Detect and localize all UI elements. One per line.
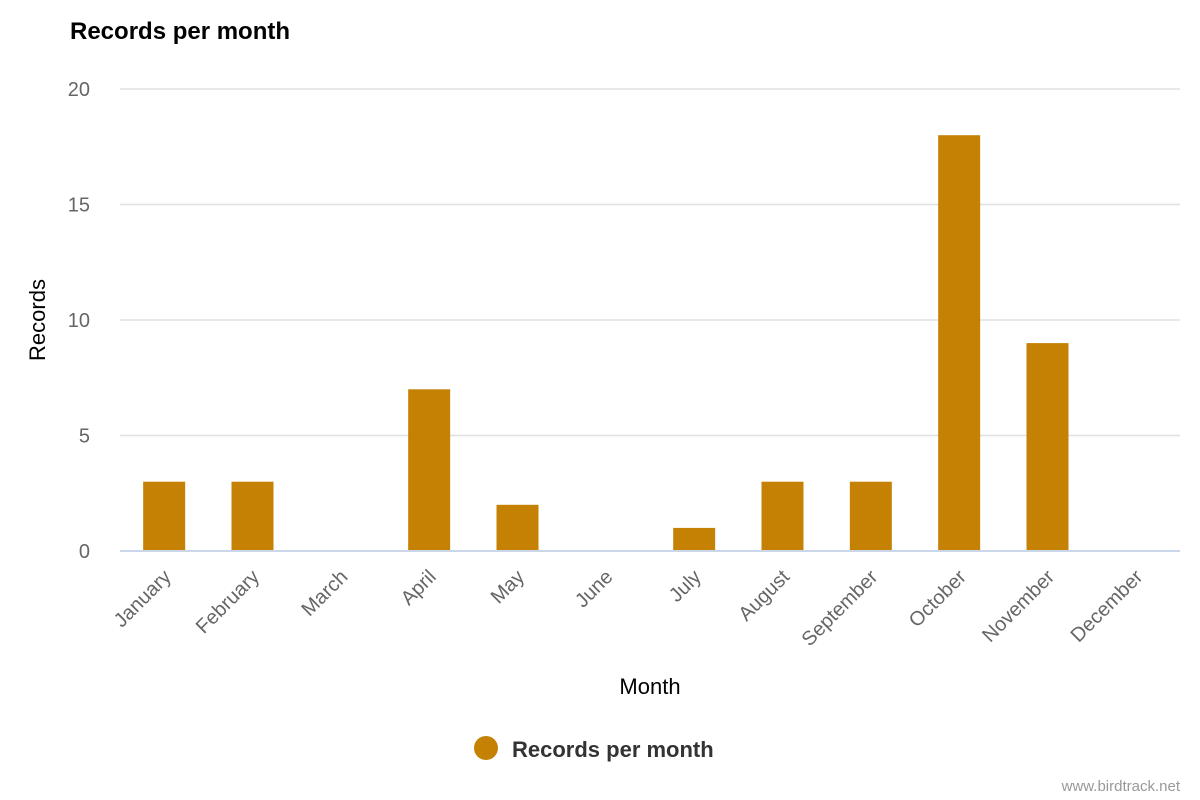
x-tick-label: September — [798, 566, 883, 651]
legend[interactable]: Records per month — [474, 736, 714, 762]
legend-marker-icon[interactable] — [474, 736, 498, 760]
bar[interactable] — [673, 527, 716, 551]
bar[interactable] — [761, 481, 804, 551]
y-tick-label: 10 — [68, 310, 90, 332]
grid-lines — [120, 88, 1180, 437]
x-tick-label: October — [905, 566, 971, 632]
credit-link[interactable]: www.birdtrack.net — [1061, 778, 1181, 795]
bar[interactable] — [849, 481, 892, 551]
chart-title: Records per month — [70, 18, 290, 45]
x-tick-label: January — [110, 566, 176, 632]
y-axis-title: Records — [25, 279, 50, 361]
y-tick-label: 20 — [68, 79, 90, 101]
x-tick-label: November — [978, 566, 1059, 647]
x-tick-label: May — [487, 566, 529, 608]
y-axis-ticks: 0 5 10 15 20 — [68, 79, 90, 563]
bars — [143, 135, 1069, 551]
y-tick-label: 0 — [79, 541, 90, 563]
x-tick-label: December — [1067, 566, 1148, 647]
x-tick-label: June — [571, 566, 617, 612]
bar[interactable] — [938, 135, 981, 551]
x-tick-label: March — [298, 566, 353, 621]
bar[interactable] — [231, 481, 274, 551]
x-axis-ticks: January February March April May June July Augu… — [110, 566, 1148, 651]
legend-label[interactable]: Records per month — [512, 737, 714, 762]
x-axis-title: Month — [619, 674, 680, 699]
bar[interactable] — [408, 389, 451, 551]
x-tick-label: April — [397, 566, 441, 610]
bar[interactable] — [496, 504, 539, 551]
bar[interactable] — [1026, 343, 1069, 551]
bar[interactable] — [143, 481, 186, 551]
x-tick-label: February — [192, 566, 264, 638]
y-tick-label: 5 — [79, 426, 90, 448]
x-tick-label: July — [665, 566, 706, 607]
y-tick-label: 15 — [68, 195, 90, 217]
x-tick-label: August — [734, 566, 794, 626]
